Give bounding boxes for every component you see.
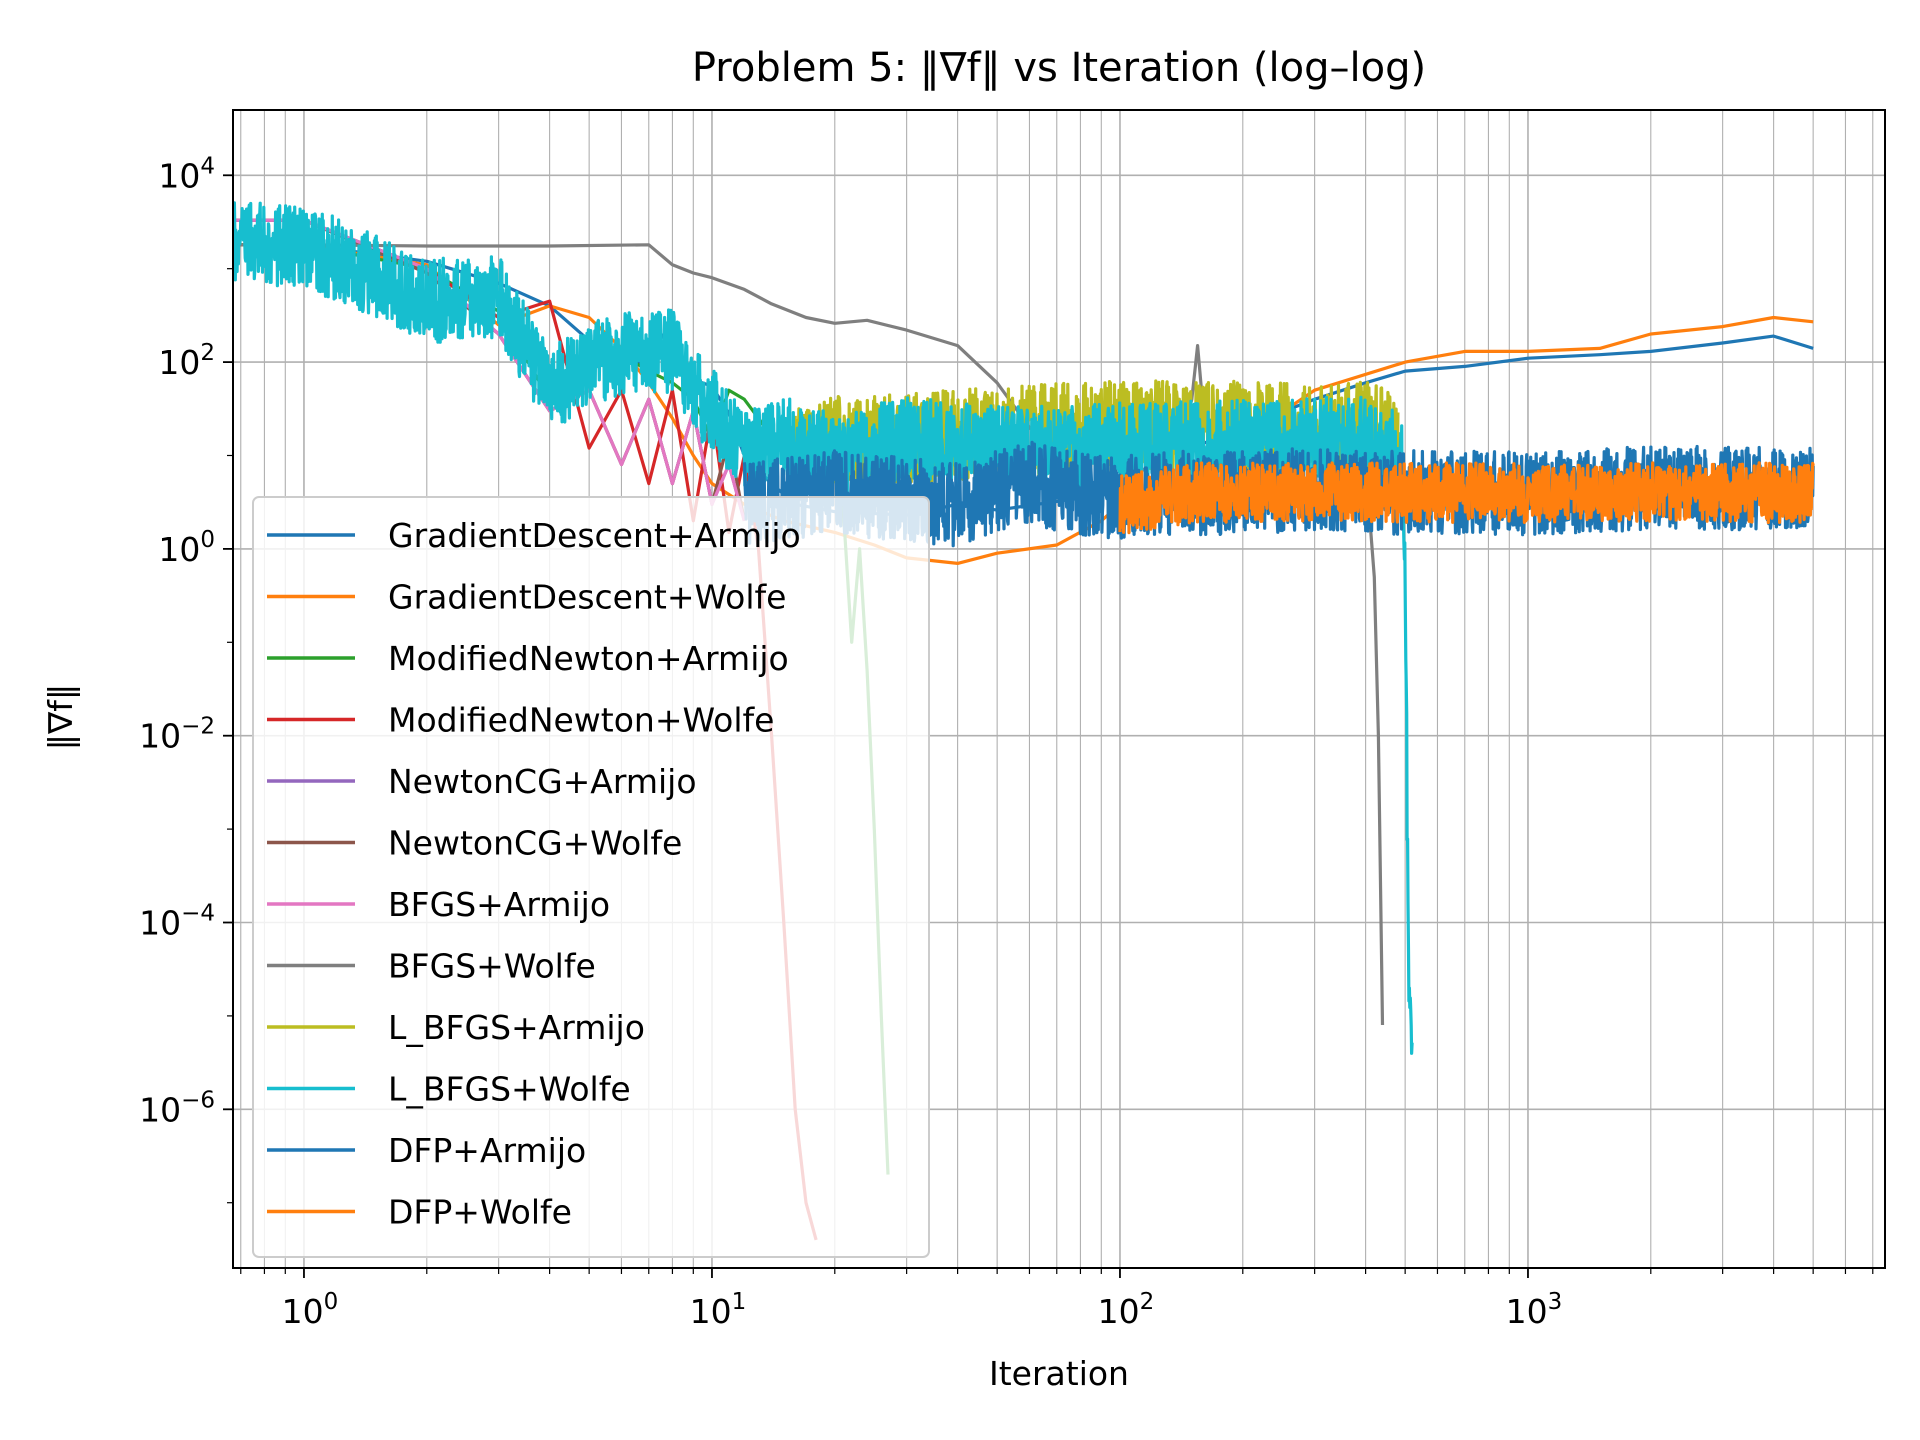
chart-title: Problem 5: ‖∇f‖ vs Iteration (log–log) (692, 45, 1426, 91)
legend-label: DFP+Armijo (388, 1131, 586, 1170)
series-line (233, 201, 1414, 1055)
x-tick-label: 100 (282, 1289, 339, 1331)
legend-label: ModifiedNewton+Armijo (388, 639, 789, 678)
legend-label: L_BFGS+Armijo (388, 1008, 645, 1047)
x-tick-label: 103 (1506, 1289, 1563, 1331)
y-tick-label: 100 (158, 527, 215, 569)
legend-label: GradientDescent+Wolfe (388, 578, 786, 617)
legend-box (252, 496, 930, 1258)
legend-label: DFP+Wolfe (388, 1193, 572, 1232)
legend-label: L_BFGS+Wolfe (388, 1070, 631, 1109)
x-tick-label: 102 (1098, 1289, 1155, 1331)
y-axis-label: ‖∇f‖ (41, 684, 80, 751)
legend-label: NewtonCG+Armijo (388, 762, 697, 801)
axes-frame (232, 109, 1886, 1269)
x-tick-label: 101 (690, 1289, 747, 1331)
series-line (1118, 461, 1815, 535)
y-tick-label: 102 (158, 340, 215, 382)
legend-label: NewtonCG+Wolfe (388, 824, 682, 863)
legend: GradientDescent+Armijo GradientDescent+Wo… (252, 496, 930, 1258)
legend-label: GradientDescent+Armijo (388, 516, 801, 555)
legend-label: BFGS+Wolfe (388, 947, 596, 986)
y-tick-label: 10−6 (139, 1087, 215, 1129)
ticks: 100 101 102 103 104 102 100 10−2 10−4 10−6 (139, 153, 1874, 1331)
legend-label: ModifiedNewton+Wolfe (388, 701, 774, 740)
y-tick-label: 10−2 (139, 714, 215, 756)
y-tick-label: 104 (158, 153, 215, 195)
y-tick-label: 10−4 (139, 901, 215, 943)
legend-label: BFGS+Armijo (388, 885, 610, 924)
x-axis-label: Iteration (989, 1354, 1129, 1393)
